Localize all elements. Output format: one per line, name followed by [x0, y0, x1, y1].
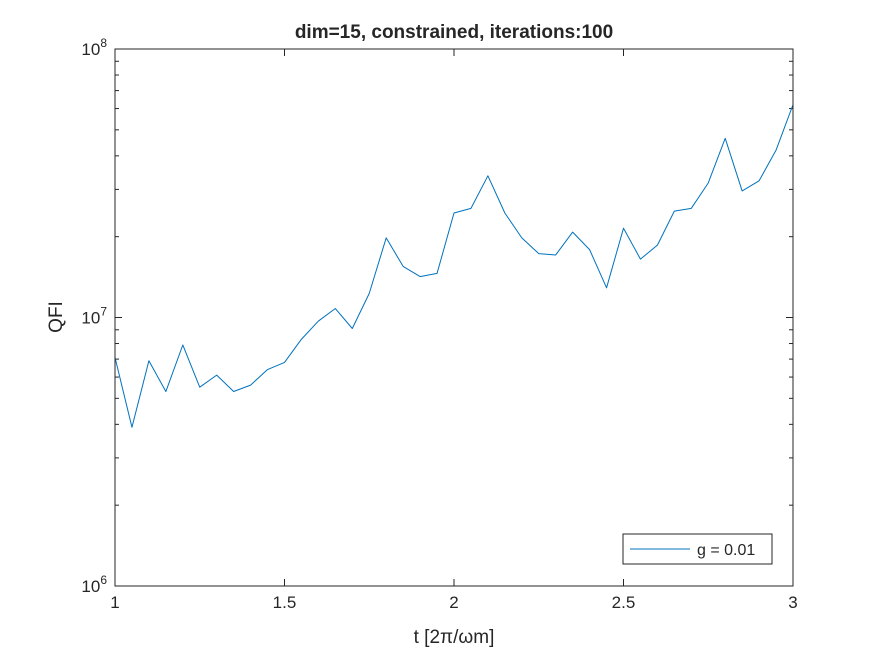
- x-tick-label: 3: [788, 593, 797, 612]
- y-axis-label: QFI: [46, 301, 67, 333]
- y-tick-label: 107: [81, 305, 107, 328]
- axes-box: [114, 48, 794, 587]
- chart-title: dim=15, constrained, iterations:100: [295, 22, 613, 43]
- y-tick-label: 108: [81, 36, 107, 59]
- legend: g = 0.01: [622, 533, 773, 565]
- y-tick-label: 106: [81, 573, 107, 596]
- y-tick-labels: 106 107 108: [81, 36, 107, 596]
- plot-area: [115, 49, 793, 586]
- x-tick-label: 1.5: [273, 593, 297, 612]
- x-axis-label: t [2π/ωm]: [414, 627, 495, 648]
- x-tick-label: 2.5: [612, 593, 636, 612]
- series-line: [114, 104, 794, 428]
- x-tick-label: 2: [449, 593, 458, 612]
- x-tick-label: 1: [110, 593, 119, 612]
- series-layer: [114, 104, 794, 428]
- legend-entry-label: g = 0.01: [697, 542, 755, 559]
- x-tick-labels: 1 1.5 2 2.5 3: [110, 593, 797, 612]
